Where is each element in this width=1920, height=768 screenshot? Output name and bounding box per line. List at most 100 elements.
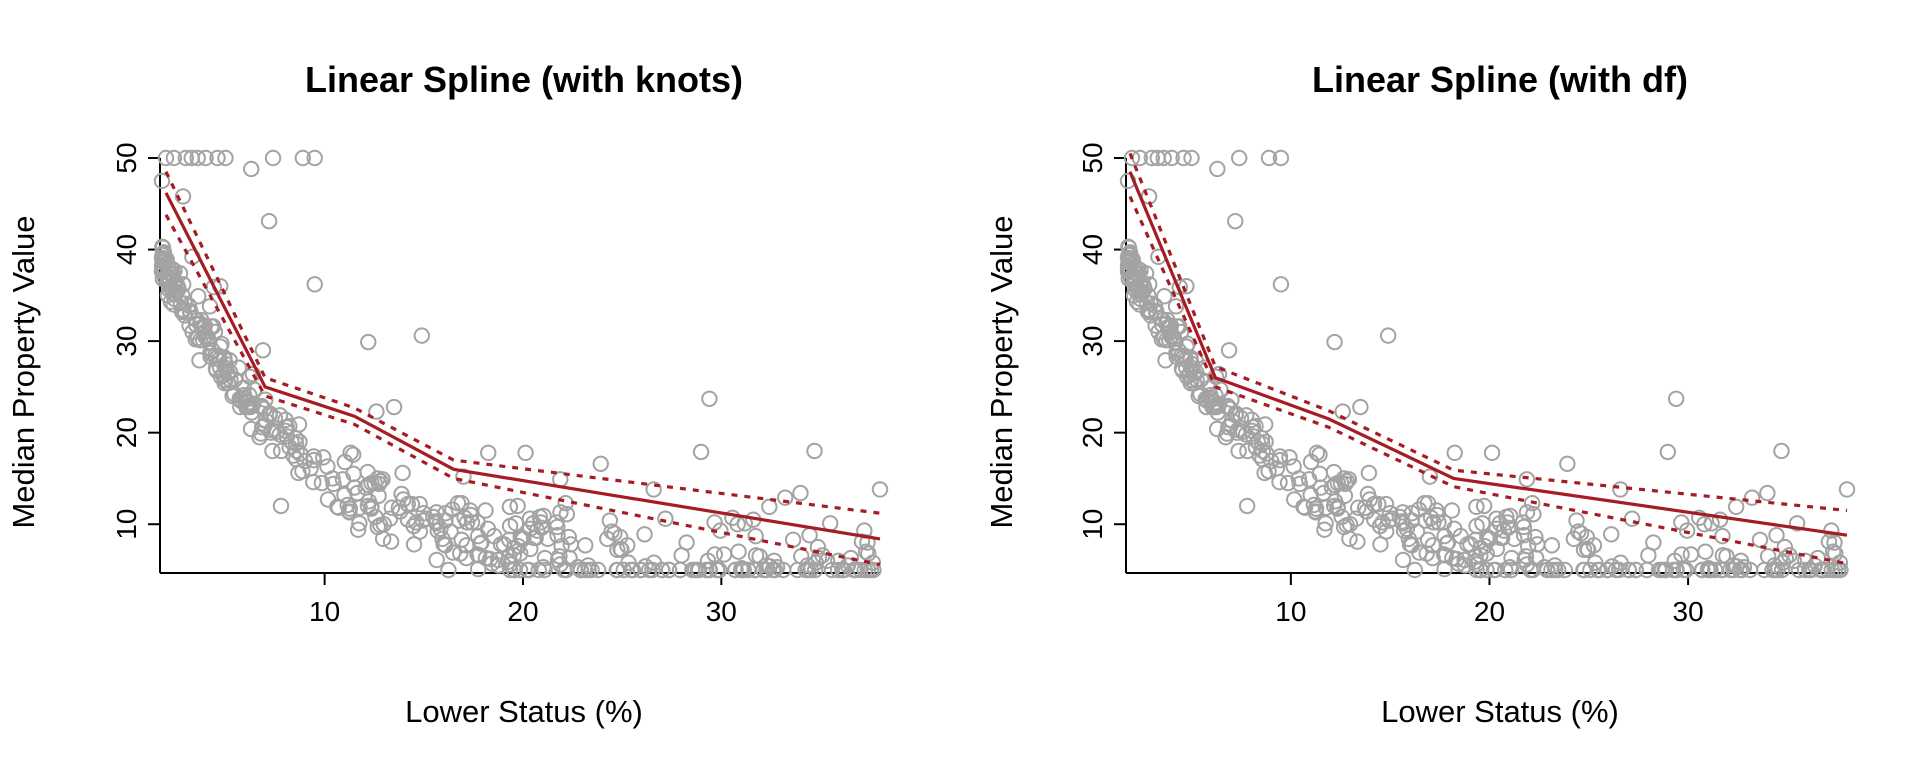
- data-point: [235, 379, 252, 397]
- data-point: [539, 530, 556, 548]
- data-point: [325, 475, 342, 493]
- data-point: [1157, 352, 1174, 369]
- data-point: [413, 327, 431, 344]
- data-point: [1290, 470, 1308, 487]
- data-point: [1317, 499, 1335, 516]
- data-point: [342, 444, 359, 462]
- data-point: [411, 495, 428, 513]
- data-point: [1203, 390, 1220, 407]
- data-point: [1673, 514, 1690, 531]
- data-point: [1591, 561, 1608, 579]
- data-point: [1398, 520, 1416, 537]
- data-point: [1119, 262, 1137, 279]
- data-point: [1714, 527, 1731, 545]
- data-point: [1317, 515, 1334, 532]
- data-point: [1254, 442, 1272, 460]
- data-point: [1349, 533, 1366, 550]
- data-point: [1370, 495, 1387, 513]
- data-point: [758, 561, 775, 579]
- data-point: [1472, 547, 1489, 564]
- data-point: [1219, 398, 1236, 416]
- data-point: [1403, 537, 1421, 554]
- data-point: [1515, 527, 1533, 544]
- data-point: [1183, 149, 1200, 167]
- data-point: [510, 537, 527, 555]
- data-point: [191, 352, 208, 369]
- data-point: [521, 510, 539, 527]
- data-point: [1797, 552, 1814, 570]
- data-point: [264, 149, 282, 167]
- data-point: [1119, 249, 1137, 266]
- data-point: [1316, 521, 1333, 538]
- data-point: [291, 433, 308, 451]
- data-point: [255, 400, 273, 418]
- data-point: [701, 390, 718, 407]
- data-point: [1155, 330, 1173, 347]
- data-point: [519, 561, 536, 579]
- data-point: [1559, 455, 1576, 472]
- data-point: [1529, 536, 1546, 553]
- data-point: [1326, 333, 1343, 351]
- data-point: [1220, 342, 1238, 359]
- data-point: [428, 551, 445, 569]
- data-point: [1163, 149, 1180, 167]
- data-point: [511, 561, 529, 579]
- data-point: [558, 505, 576, 523]
- data-point: [507, 515, 525, 532]
- data-point: [1751, 531, 1769, 548]
- data-point: [153, 262, 171, 279]
- x-axis-label: Lower Status (%): [1381, 694, 1619, 729]
- data-point: [1826, 534, 1843, 551]
- data-point: [1824, 543, 1842, 560]
- data-point: [437, 505, 454, 522]
- data-point: [306, 276, 323, 293]
- data-point: [1372, 536, 1389, 553]
- data-point: [536, 561, 553, 579]
- data-point: [1238, 497, 1256, 515]
- data-point: [370, 487, 387, 505]
- data-point: [1768, 527, 1785, 544]
- data-point: [1706, 561, 1724, 579]
- data-point: [509, 497, 526, 515]
- data-point: [1208, 420, 1226, 438]
- plot-area: 10 20 30 40 50 10 20 30: [1077, 142, 1856, 627]
- data-point: [1272, 276, 1290, 293]
- data-point: [1155, 149, 1172, 167]
- data-point: [1139, 303, 1157, 321]
- lower-ci-line: [1128, 195, 1848, 566]
- data-point: [1359, 485, 1377, 503]
- data-point: [830, 552, 847, 570]
- fit-line: [1128, 171, 1848, 537]
- data-point: [1514, 514, 1532, 531]
- data-point: [294, 462, 311, 480]
- data-point: [1377, 495, 1395, 513]
- data-point: [809, 538, 827, 556]
- data-point: [1182, 359, 1200, 376]
- data-point: [549, 551, 567, 569]
- data-point: [657, 510, 674, 527]
- data-point: [1603, 526, 1620, 543]
- data-point: [552, 504, 569, 521]
- data-point: [472, 535, 489, 552]
- data-point: [324, 470, 341, 487]
- data-point: [1506, 530, 1523, 548]
- data-point: [1468, 561, 1485, 579]
- data-point: [761, 498, 778, 516]
- data-point: [382, 533, 400, 550]
- data-point: [1826, 561, 1844, 579]
- data-point: [562, 536, 579, 553]
- data-point: [177, 149, 194, 167]
- chart-title: Linear Spline (with knots): [305, 59, 743, 100]
- data-point: [165, 149, 183, 167]
- data-point: [1156, 288, 1173, 305]
- data-point: [429, 522, 446, 539]
- data-point: [835, 561, 853, 579]
- data-point: [747, 547, 765, 564]
- data-point: [1781, 547, 1798, 564]
- data-point: [530, 561, 547, 579]
- data-point: [532, 514, 550, 531]
- data-point: [1446, 520, 1463, 537]
- data-point: [159, 287, 177, 304]
- data-point: [442, 523, 459, 540]
- data-point: [168, 274, 185, 291]
